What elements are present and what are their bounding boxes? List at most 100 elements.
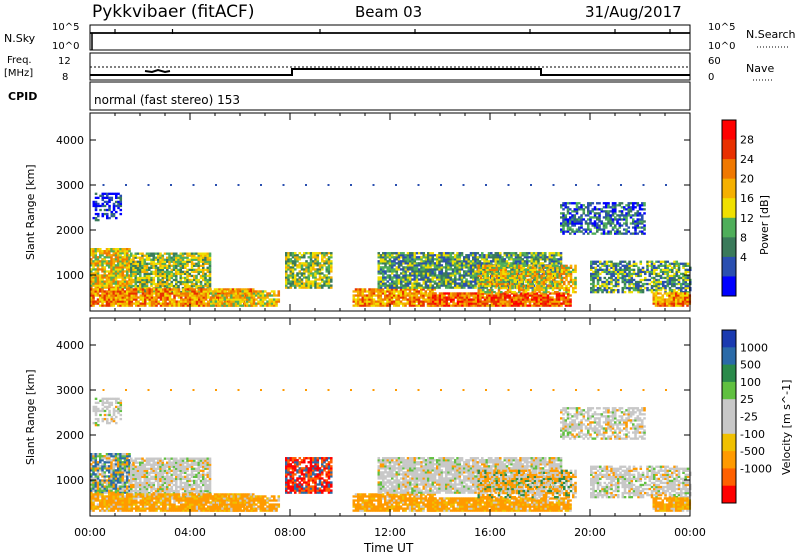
heatmap-cell <box>175 300 179 303</box>
heatmap-cell <box>352 294 356 297</box>
heatmap-cell <box>456 256 459 259</box>
heatmap-cell <box>186 302 190 305</box>
heatmap-cell <box>117 260 120 263</box>
heatmap-cell <box>483 262 486 265</box>
heatmap-cell <box>463 300 467 303</box>
heatmap-cell <box>563 266 566 269</box>
heatmap-cell <box>632 204 635 207</box>
heatmap-cell <box>130 286 133 290</box>
heatmap-cell <box>309 280 313 283</box>
heatmap-cell <box>189 298 192 301</box>
heatmap-cell <box>162 304 165 307</box>
heatmap-cell <box>141 262 144 265</box>
heatmap-cell <box>110 192 114 195</box>
heatmap-cell <box>379 266 383 269</box>
heatmap-cell <box>636 232 640 235</box>
heatmap-cell <box>452 302 455 305</box>
heatmap-cell <box>411 292 414 295</box>
heatmap-cell <box>168 254 171 257</box>
heatmap-cell <box>123 274 127 277</box>
heatmap-cell <box>223 296 227 299</box>
heatmap-cell <box>402 254 405 257</box>
heatmap-cell <box>157 256 160 259</box>
heatmap-cell <box>590 272 593 276</box>
heatmap-cell <box>517 294 521 297</box>
heatmap-cell <box>406 274 410 277</box>
heatmap-cell <box>427 274 430 277</box>
heatmap-cell <box>195 294 199 297</box>
heatmap-cell <box>424 292 428 295</box>
heatmap-cell <box>180 302 183 305</box>
heatmap-cell <box>569 226 572 229</box>
heatmap-cell <box>524 274 528 278</box>
heatmap-cell <box>590 262 593 265</box>
heatmap-cell <box>427 264 430 267</box>
heatmap-cell <box>411 274 414 277</box>
heatmap-cell <box>146 290 149 293</box>
heatmap-cell <box>596 288 600 292</box>
heatmap-cell <box>144 302 147 305</box>
heatmap-cell <box>316 264 320 267</box>
heatmap-cell <box>177 288 181 291</box>
heatmap-cell <box>495 302 498 305</box>
heatmap-cell <box>132 256 135 259</box>
heatmap-cell <box>393 252 396 255</box>
heatmap-cell <box>228 290 231 293</box>
heatmap-cell <box>535 300 539 303</box>
heatmap-cell <box>321 284 324 287</box>
heatmap-cell <box>207 302 210 305</box>
heatmap-cell <box>522 264 526 267</box>
heatmap-cell <box>361 304 365 307</box>
heatmap-cell <box>582 210 586 213</box>
heatmap-cell <box>384 276 387 279</box>
heatmap-cell <box>567 282 571 286</box>
heatmap-cell <box>535 264 538 267</box>
heatmap-cell <box>259 302 263 305</box>
heatmap-cell <box>391 272 394 275</box>
heatmap-cell <box>154 262 158 265</box>
heatmap-cell <box>193 252 196 255</box>
heatmap-cell <box>157 292 161 295</box>
heatmap-cell <box>305 252 308 255</box>
heatmap-cell <box>634 232 637 235</box>
heatmap-cell <box>199 280 203 284</box>
heatmap-cell <box>200 292 203 295</box>
heatmap-cell <box>580 214 583 217</box>
heatmap-cell <box>213 304 217 307</box>
heatmap-cell <box>202 286 205 290</box>
heatmap-cell <box>377 302 380 305</box>
heatmap-cell <box>547 276 550 280</box>
heatmap-cell <box>447 262 450 265</box>
heatmap-cell <box>441 296 444 299</box>
heatmap-cell <box>397 256 401 259</box>
heatmap-cell <box>438 268 441 271</box>
heatmap-cell <box>391 268 394 271</box>
heatmap-cell <box>590 276 593 280</box>
heatmap-cell <box>536 288 539 292</box>
heatmap-cell <box>531 298 534 301</box>
heatmap-cell <box>289 254 293 257</box>
heatmap-cell <box>112 288 116 291</box>
heatmap-cell <box>618 216 622 219</box>
heatmap-cell <box>558 302 561 305</box>
heatmap-cell <box>632 218 635 221</box>
heatmap-cell <box>393 264 396 267</box>
heatmap-cell <box>478 260 482 263</box>
heatmap-cell <box>130 302 134 305</box>
heatmap-cell <box>509 274 512 278</box>
heatmap-cell <box>465 274 468 277</box>
heatmap-cell <box>199 258 203 261</box>
heatmap-cell <box>537 282 540 285</box>
heatmap-cell <box>510 254 513 257</box>
heatmap-cell <box>616 220 619 223</box>
heatmap-cell <box>206 274 210 278</box>
heatmap-cell <box>544 302 548 305</box>
heatmap-cell <box>379 262 383 265</box>
heatmap-cell <box>406 252 410 255</box>
heatmap-cell <box>368 292 371 295</box>
heatmap-cell <box>162 300 165 303</box>
heatmap-cell <box>510 266 513 269</box>
heatmap-cell <box>565 276 568 280</box>
heatmap-cell <box>422 266 426 269</box>
heatmap-cell <box>495 266 499 269</box>
